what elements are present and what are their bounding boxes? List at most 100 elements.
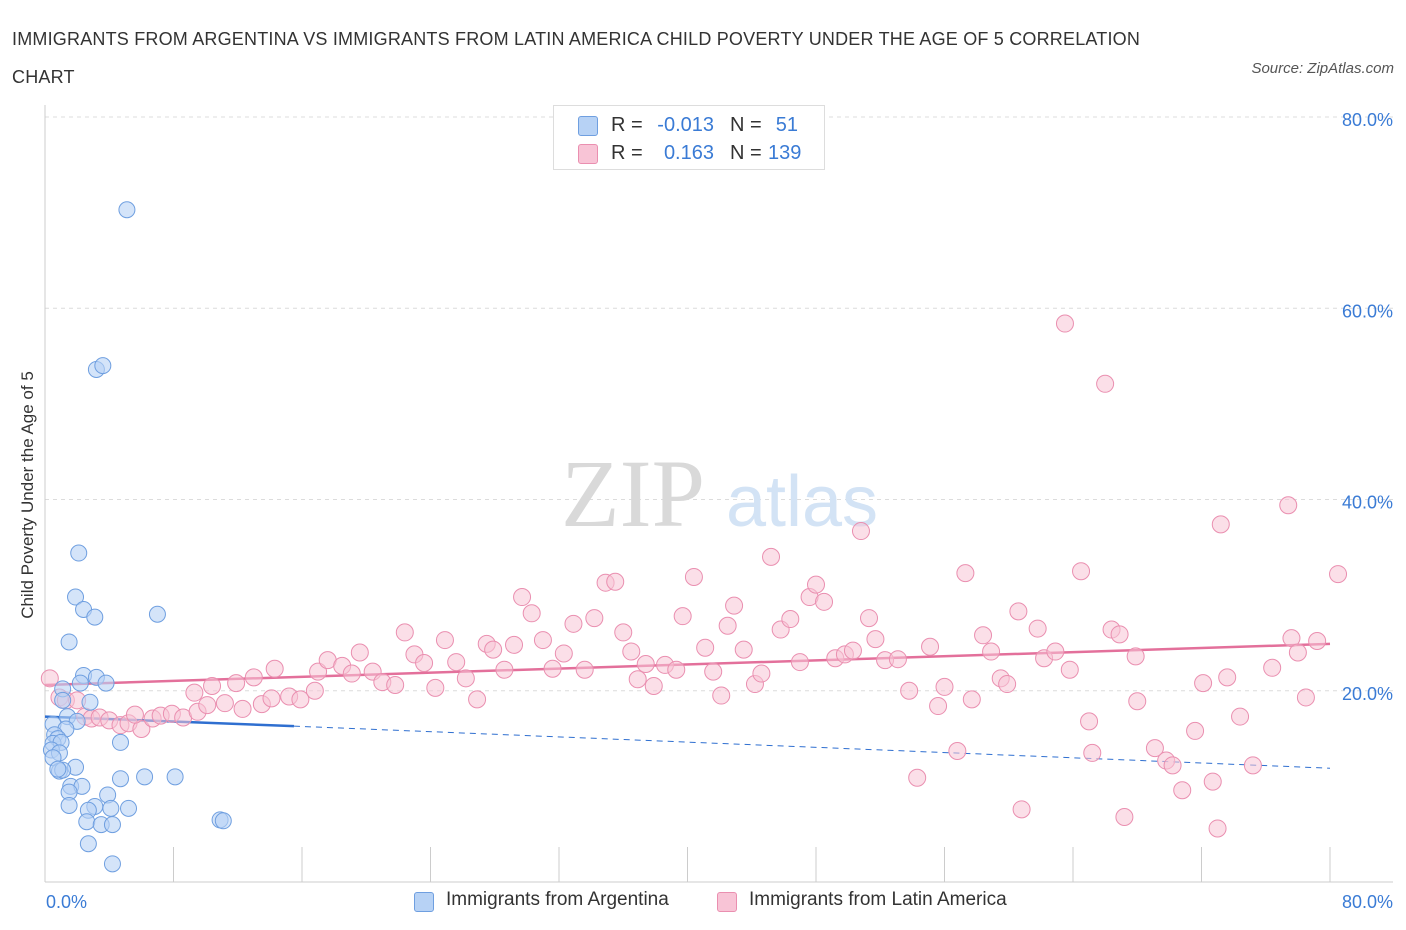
latin-america-point [1308, 632, 1327, 651]
latin-america-point [815, 592, 834, 611]
y-tick-label: 40.0% [1342, 493, 1393, 513]
latin-america-point [1296, 688, 1315, 707]
argentina-point [71, 674, 89, 692]
argentina-point [148, 605, 166, 623]
latin-america-point [1096, 374, 1115, 393]
latin-america-point [1083, 743, 1102, 762]
latin-america-point [244, 668, 263, 687]
latin-america-point [956, 564, 975, 583]
source-label: Source: ZipAtlas.com [1251, 60, 1394, 77]
latin-america-point [606, 572, 625, 591]
latin-america-point [998, 675, 1017, 694]
latin-america-point [866, 630, 885, 649]
latin-america-point [982, 642, 1001, 661]
latin-america-point [704, 662, 723, 681]
n-value: 139 [768, 142, 802, 164]
argentina-point [120, 799, 138, 817]
argentina-point [78, 813, 96, 831]
latin-america-point [1046, 642, 1065, 661]
legend-row-latin-america: R = 0.163 N = 139 [554, 139, 824, 167]
latin-america-point [533, 631, 552, 650]
argentina-point [111, 733, 129, 751]
latin-america-point [807, 575, 825, 594]
argentina-point [136, 768, 154, 786]
latin-america-point [974, 626, 993, 645]
latin-america-points [40, 314, 1348, 838]
latin-america-point [495, 660, 514, 679]
latin-america-point [265, 659, 284, 678]
latin-america-point [215, 694, 234, 713]
argentina-trend-extension [293, 725, 1331, 769]
argentina-point [111, 770, 129, 788]
argentina-point [49, 760, 67, 778]
latin-america-point [309, 662, 328, 681]
latin-america-point [1211, 515, 1230, 534]
latin-america-point [851, 522, 870, 541]
latin-america-point [1055, 314, 1074, 333]
latin-america-point [628, 670, 647, 689]
n-label: N = [730, 114, 762, 136]
latin-america-point [1186, 721, 1205, 740]
latin-america-point [762, 547, 781, 566]
latin-america-point [908, 768, 927, 787]
latin-america-swatch [717, 892, 737, 912]
chart-title: IMMIGRANTS FROM ARGENTINA VS IMMIGRANTS … [12, 29, 1141, 87]
axes [44, 105, 1393, 883]
latin-america-point [1126, 647, 1145, 666]
tick-labels: 20.0% 40.0% 60.0% 80.0% 0.0% 80.0% [46, 110, 1393, 912]
latin-america-point [342, 664, 361, 683]
latin-america-point [843, 641, 862, 660]
latin-america-point [1218, 668, 1237, 687]
argentina-swatch [414, 892, 434, 912]
y-tick-label: 20.0% [1342, 684, 1393, 704]
y-axis-title: Child Poverty Under the Age of 5 [18, 371, 37, 619]
argentina-point [67, 588, 85, 606]
argentina-point [102, 799, 120, 817]
latin-america-point [1163, 756, 1182, 775]
latin-america-point [456, 669, 475, 688]
legend-label: Immigrants from Latin America [749, 889, 1007, 910]
gridlines [45, 116, 1393, 692]
argentina-point [214, 812, 232, 830]
y-tick-label: 60.0% [1342, 301, 1393, 321]
argentina-point [86, 608, 104, 626]
latin-america-point [752, 664, 771, 683]
latin-america-point [468, 690, 487, 709]
latin-america-point [585, 609, 604, 628]
latin-america-point [350, 643, 369, 662]
latin-america-point [636, 654, 655, 673]
latin-america-point [386, 676, 405, 695]
latin-america-point [395, 623, 414, 642]
latin-america-point [734, 640, 753, 659]
latin-america-point [673, 607, 692, 626]
argentina-point [81, 693, 99, 711]
latin-america-point [1329, 565, 1348, 584]
argentina-point [60, 797, 78, 814]
latin-america-point [1028, 619, 1047, 638]
latin-america-point [484, 640, 503, 659]
latin-america-point [233, 699, 252, 718]
latin-america-point [622, 642, 641, 661]
argentina-point [60, 633, 78, 651]
latin-america-point [291, 690, 310, 709]
latin-america-point [1115, 807, 1134, 826]
latin-america-point [435, 631, 454, 650]
latin-america-point [262, 689, 281, 708]
correlation-legend: R = -0.013 N = 51 R = 0.163 N = 139 [553, 105, 825, 170]
latin-america-point [125, 705, 144, 724]
latin-america-point [40, 669, 59, 688]
latin-america-point [860, 609, 879, 628]
latin-america-point [1279, 496, 1298, 515]
r-value: -0.013 [657, 114, 714, 136]
latin-america-point [1208, 819, 1227, 838]
latin-america-point [575, 660, 594, 679]
r-label: R = [611, 114, 643, 136]
x-tick-label: 80.0% [1342, 892, 1393, 912]
argentina-swatch [578, 116, 598, 136]
watermark: ZIP atlas [561, 440, 878, 547]
n-label: N = [730, 142, 762, 164]
latin-america-point [667, 660, 686, 679]
latin-america-point [1173, 781, 1192, 800]
latin-america-point [712, 686, 731, 705]
